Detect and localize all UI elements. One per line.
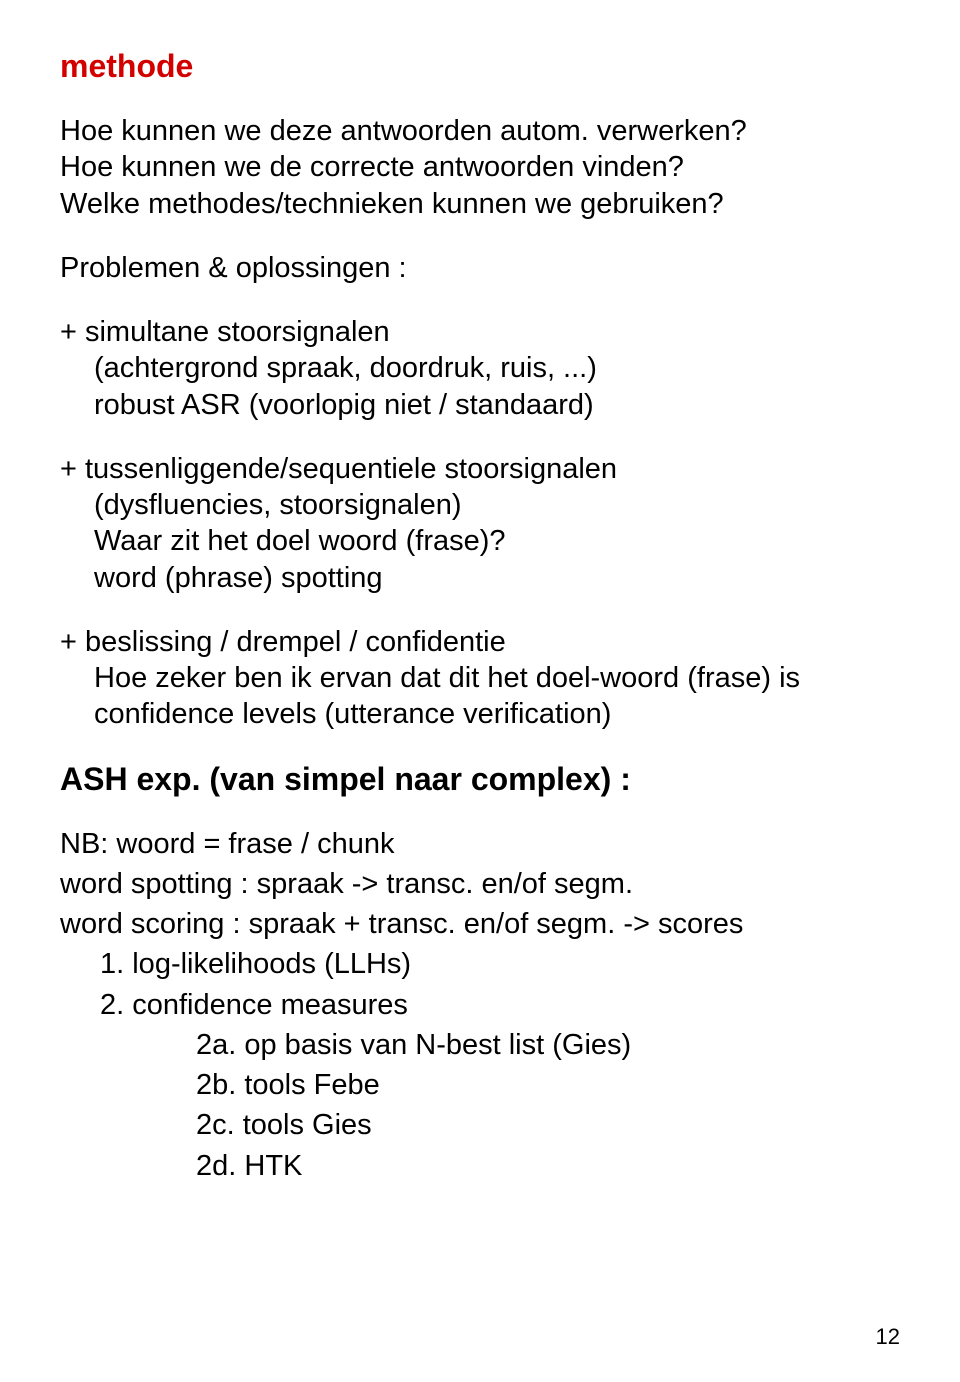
intro-block: Hoe kunnen we deze antwoorden autom. ver…: [60, 113, 900, 222]
p2-l2: (dysfluencies, stoorsignalen): [94, 489, 462, 521]
page-title: methode: [60, 48, 900, 85]
intro-q3: Welke methodes/technieken kunnen we gebr…: [60, 188, 724, 220]
p1-l1: + simultane stoorsignalen: [60, 316, 390, 348]
intro-q2: Hoe kunnen we de correcte antwoorden vin…: [60, 151, 684, 183]
numbered-1: 1. log-likelihoods (LLHs): [60, 946, 900, 982]
problem-3: + beslissing / drempel / confidentie Hoe…: [60, 624, 900, 733]
page-number: 12: [876, 1324, 900, 1350]
p3-l3: confidence levels (utterance verificatio…: [94, 698, 611, 730]
p3-l2: Hoe zeker ben ik ervan dat dit het doel-…: [94, 662, 800, 694]
numbered-2d: 2d. HTK: [60, 1148, 900, 1184]
numbered-2a: 2a. op basis van N-best list (Gies): [60, 1027, 900, 1063]
p2-l3: Waar zit het doel woord (frase)?: [94, 525, 506, 557]
numbered-2b: 2b. tools Febe: [60, 1067, 900, 1103]
numbered-2c: 2c. tools Gies: [60, 1107, 900, 1143]
intro-q1: Hoe kunnen we deze antwoorden autom. ver…: [60, 115, 747, 147]
p2-l4: word (phrase) spotting: [94, 562, 383, 594]
problem-1: + simultane stoorsignalen (achtergrond s…: [60, 314, 900, 423]
nb-line: NB: woord = frase / chunk: [60, 826, 900, 862]
p1-l2: (achtergrond spraak, doordruk, ruis, ...…: [94, 352, 597, 384]
p1-l3: robust ASR (voorlopig niet / standaard): [94, 389, 594, 421]
p2-l1: + tussenliggende/sequentiele stoorsignal…: [60, 453, 617, 485]
word-spotting-line: word spotting : spraak -> transc. en/of …: [60, 866, 900, 902]
numbered-2: 2. confidence measures: [60, 987, 900, 1023]
word-scoring-line: word scoring : spraak + transc. en/of se…: [60, 906, 900, 942]
p3-l1: + beslissing / drempel / confidentie: [60, 626, 506, 658]
problems-heading: Problemen & oplossingen :: [60, 250, 900, 286]
problem-2: + tussenliggende/sequentiele stoorsignal…: [60, 451, 900, 596]
ash-heading: ASH exp. (van simpel naar complex) :: [60, 761, 900, 798]
